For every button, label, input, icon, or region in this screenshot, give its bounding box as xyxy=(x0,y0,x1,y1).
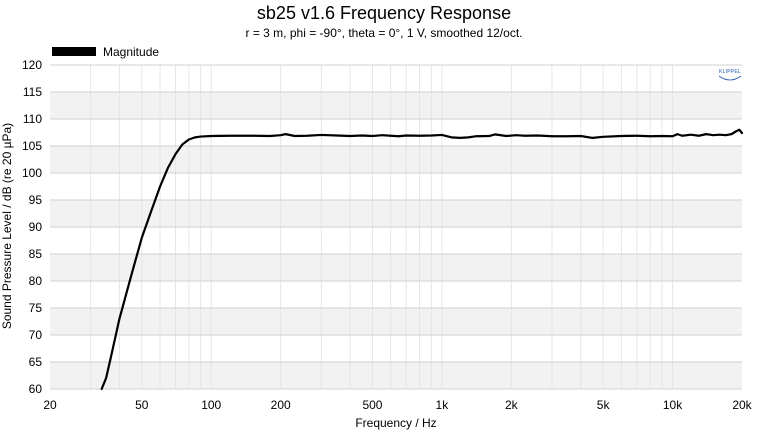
plot-band xyxy=(50,65,742,92)
x-tick-label: 2k xyxy=(505,398,519,412)
x-tick-label: 100 xyxy=(201,398,221,412)
x-tick-label: 1k xyxy=(436,398,450,412)
plot-band xyxy=(50,227,742,254)
y-tick-label: 75 xyxy=(29,301,43,315)
x-tick-label: 500 xyxy=(362,398,382,412)
klippel-logo-arc xyxy=(718,75,742,81)
legend: Magnitude xyxy=(52,45,159,59)
chart-subtitle: r = 3 m, phi = -90°, theta = 0°, 1 V, sm… xyxy=(246,26,523,40)
plot-band xyxy=(50,146,742,173)
x-axis-tick-labels: 20 50 100 200 500 1k 2k 5k 10k 20k xyxy=(43,398,752,412)
y-tick-label: 110 xyxy=(23,112,42,126)
legend-label-magnitude: Magnitude xyxy=(103,45,159,59)
y-tick-label: 95 xyxy=(29,193,43,207)
y-axis-tick-labels: 60 65 70 75 80 85 90 95 100 105 110 115 120 xyxy=(22,58,42,396)
plot-band xyxy=(50,308,742,335)
plot-band xyxy=(50,335,742,362)
y-tick-label: 85 xyxy=(29,247,43,261)
series-line-magnitude xyxy=(100,128,744,391)
y-axis-label: Sound Pressure Level / dB (re 20 µPa) xyxy=(0,123,14,329)
chart-title: sb25 v1.6 Frequency Response xyxy=(257,3,511,23)
x-tick-label: 20k xyxy=(732,398,752,412)
klippel-logo: KLIPPEL xyxy=(718,69,742,81)
plot-background-bands xyxy=(50,65,742,389)
plot-band xyxy=(50,92,742,119)
series-layer xyxy=(100,128,744,391)
x-tick-label: 50 xyxy=(135,398,149,412)
legend-swatch-magnitude xyxy=(52,47,96,56)
y-tick-label: 90 xyxy=(29,220,43,234)
y-tick-label: 65 xyxy=(29,355,43,369)
plot-band xyxy=(50,173,742,200)
x-tick-label: 20 xyxy=(43,398,57,412)
y-tick-label: 105 xyxy=(22,139,42,153)
x-axis-label: Frequency / Hz xyxy=(355,416,436,430)
y-tick-label: 115 xyxy=(23,85,42,99)
plot-band xyxy=(50,254,742,281)
y-tick-label: 80 xyxy=(29,274,43,288)
y-tick-label: 70 xyxy=(29,328,43,342)
x-tick-label: 200 xyxy=(271,398,291,412)
y-tick-label: 60 xyxy=(29,382,43,396)
plot-band xyxy=(50,362,742,389)
y-tick-label: 100 xyxy=(22,166,42,180)
klippel-logo-text: KLIPPEL xyxy=(719,69,741,75)
plot-band xyxy=(50,281,742,308)
x-tick-label: 5k xyxy=(597,398,611,412)
x-tick-label: 10k xyxy=(663,398,683,412)
plot-band xyxy=(50,200,742,227)
plot-band xyxy=(50,119,742,146)
y-tick-label: 120 xyxy=(22,58,42,72)
